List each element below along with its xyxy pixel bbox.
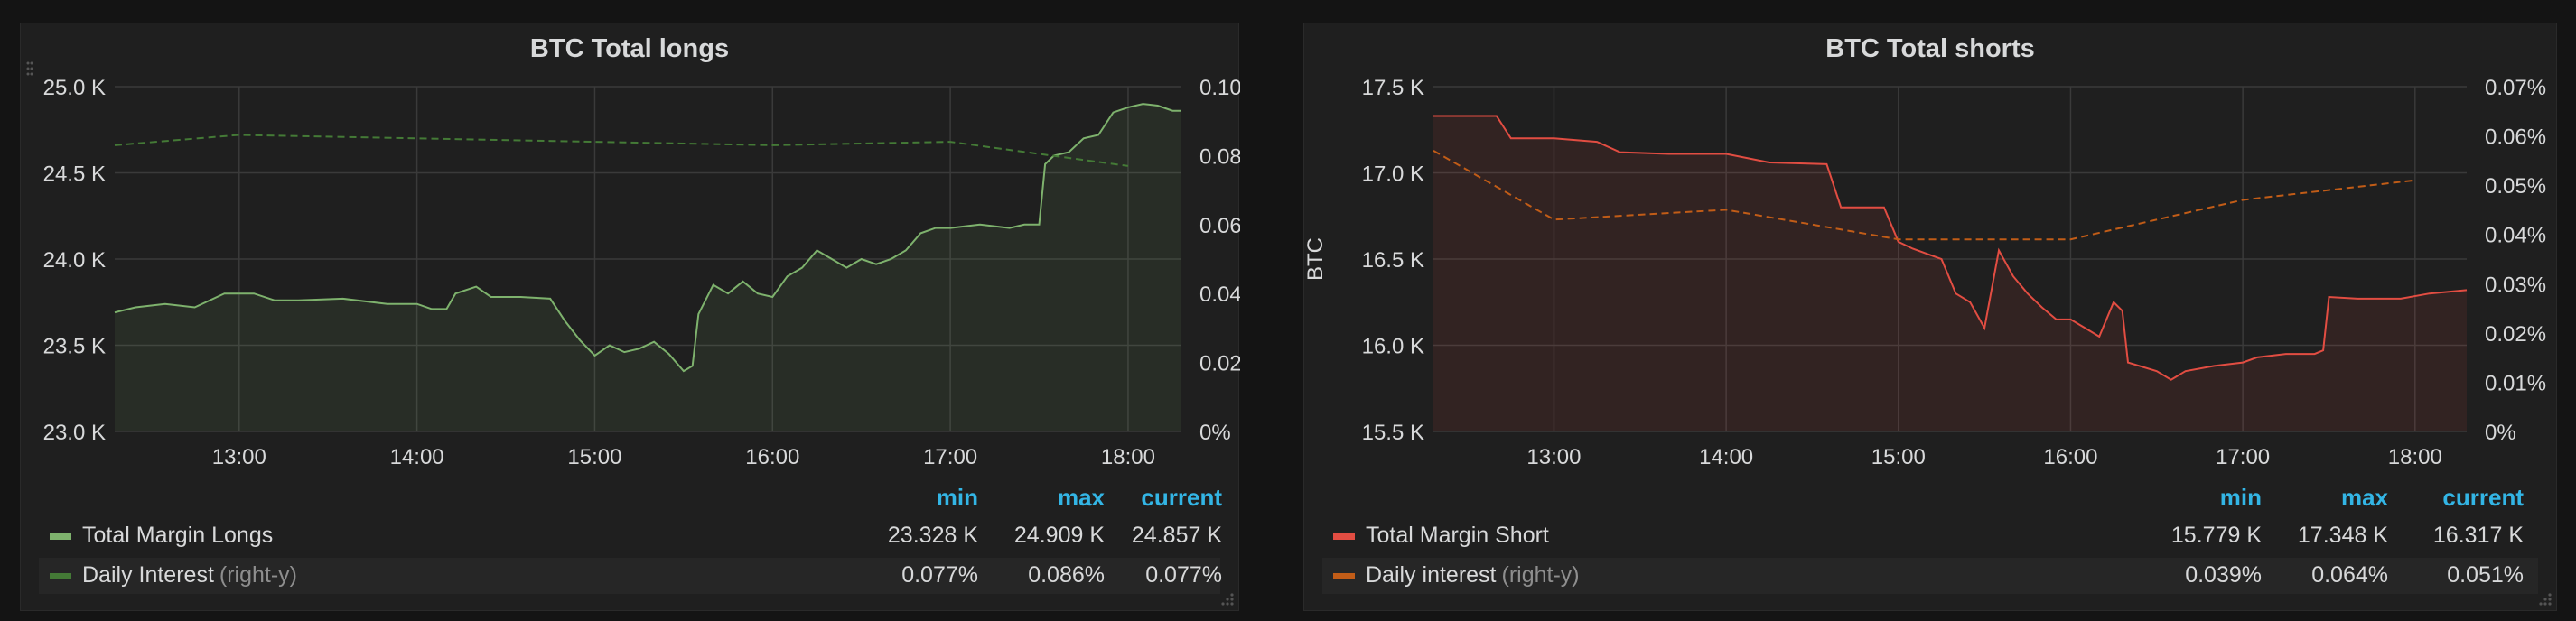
- legend-header-max[interactable]: max: [2340, 484, 2388, 511]
- legend-axis-suffix: (right-y): [1501, 562, 1580, 588]
- x-axis-tick-label: 15:00: [1871, 445, 1926, 469]
- legend-header-max[interactable]: max: [1057, 484, 1105, 511]
- panel-btc-total-longs: BTC Total longs 23.0 K 23.5 K 24.0 K 24.5 K…: [20, 23, 1240, 611]
- legend-value-min: 0.077%: [901, 562, 978, 588]
- x-axis-tick-label: 17:00: [2216, 445, 2270, 469]
- y-axis-right-tick-label: 0.07%: [2485, 76, 2546, 100]
- legend-value-current: 24.857 K: [1131, 523, 1222, 548]
- y-axis-right-tick-label: 0.05%: [2485, 174, 2546, 199]
- legend-series-name: Daily interest: [1366, 562, 1497, 588]
- resize-handle-icon[interactable]: [2536, 590, 2553, 607]
- y-axis-right-tick-label: 0.01%: [2485, 371, 2546, 395]
- panel-title[interactable]: BTC Total shorts: [1825, 34, 2035, 63]
- x-axis-tick-label: 16:00: [745, 445, 799, 469]
- legend-value-min: 15.779 K: [2170, 523, 2262, 548]
- y-axis-left-tick-label: 23.0 K: [43, 421, 106, 445]
- legend-header-min[interactable]: min: [936, 484, 978, 511]
- x-axis-tick-label: 18:00: [2388, 445, 2442, 469]
- y-axis-right-tick-label: 0.03%: [2485, 273, 2546, 297]
- legend-value-current: 16.317 K: [2432, 523, 2524, 548]
- y-axis-left-tick-label: 17.0 K: [1362, 162, 1424, 187]
- y-axis-right-tick-label: 0.06%: [1199, 214, 1240, 238]
- x-axis-tick-label: 14:00: [1699, 445, 1753, 469]
- legend-row-daily-interest[interactable]: Daily interest (right-y) 0.039% 0.064% 0.…: [1322, 558, 2538, 594]
- legend-series-name: Total Margin Longs: [82, 523, 274, 548]
- chart-longs: 23.0 K 23.5 K 24.0 K 24.5 K 25.0 K 0% 0.02% 0.0…: [43, 76, 1240, 469]
- x-axis-tick-label: 13:00: [1526, 445, 1581, 469]
- y-axis-left-tick-label: 16.0 K: [1362, 335, 1424, 359]
- y-axis-right-tick-label: 0.04%: [2485, 224, 2546, 248]
- series-area-total-margin-longs: [115, 104, 1181, 431]
- drag-handle-icon[interactable]: [26, 60, 33, 87]
- y-axis-label: BTC: [1304, 237, 1328, 281]
- legend-value-min: 23.328 K: [887, 523, 978, 548]
- y-axis-left-tick-label: 24.0 K: [43, 248, 106, 273]
- y-axis-left-tick-label: 23.5 K: [43, 335, 106, 359]
- y-axis-right-tick-label: 0%: [1199, 421, 1231, 445]
- legend-color-swatch: [50, 573, 71, 579]
- panel-title[interactable]: BTC Total longs: [529, 34, 730, 63]
- y-axis-right-tick-label: 0.02%: [2485, 322, 2546, 347]
- y-axis-right-tick-label: 0%: [2485, 421, 2516, 445]
- legend-color-swatch: [50, 533, 71, 540]
- y-axis-left-tick-label: 25.0 K: [43, 76, 106, 100]
- x-axis-tick-label: 15:00: [567, 445, 621, 469]
- series-line-total-margin-longs: [114, 103, 1181, 373]
- chart-shorts: 15.5 K 16.0 K 16.5 K 17.0 K 17.5 K 0% 0.01% 0.0…: [1304, 76, 2546, 469]
- legend-value-min: 0.039%: [2185, 562, 2262, 588]
- series-line-total-margin-short: [1433, 115, 2468, 381]
- legend-value-current: 0.077%: [1145, 562, 1222, 588]
- x-axis-tick-label: 16:00: [2043, 445, 2097, 469]
- legend-row-total-margin-longs[interactable]: Total Margin Longs 23.328 K 24.909 K 24.…: [39, 518, 1222, 554]
- legend-series-name: Daily Interest: [82, 562, 214, 588]
- y-axis-left-tick-label: 16.5 K: [1362, 248, 1424, 273]
- y-axis-left-tick-label: 15.5 K: [1362, 421, 1424, 445]
- y-axis-left-tick-label: 17.5 K: [1362, 76, 1424, 100]
- x-axis-tick-label: 17:00: [923, 445, 977, 469]
- series-line-daily-interest: [114, 134, 1129, 167]
- legend-value-max: 0.086%: [1028, 562, 1105, 588]
- y-axis-right-tick-label: 0.08%: [1199, 144, 1240, 169]
- series-line-daily-interest: [1433, 150, 2415, 241]
- legend-header-min[interactable]: min: [2219, 484, 2262, 511]
- y-axis-right-tick-label: 0.04%: [1199, 283, 1240, 307]
- legend-value-max: 24.909 K: [1013, 523, 1105, 548]
- x-axis-tick-label: 13:00: [212, 445, 266, 469]
- legend-row-total-margin-short[interactable]: Total Margin Short 15.779 K 17.348 K 16.…: [1322, 518, 2538, 554]
- legend-series-name: Total Margin Short: [1366, 523, 1549, 548]
- legend-value-max: 0.064%: [2311, 562, 2388, 588]
- legend-row-daily-interest[interactable]: Daily Interest (right-y) 0.077% 0.086% 0.…: [39, 558, 1222, 594]
- y-axis-left-tick-label: 24.5 K: [43, 162, 106, 187]
- y-axis-right-tick-label: 0.06%: [2485, 125, 2546, 150]
- panel-btc-total-shorts: BTC Total shorts 15.5 K 16.0 K 16.5 K 17.0 …: [1303, 23, 2557, 611]
- resize-handle-icon[interactable]: [1218, 590, 1235, 607]
- legend-color-swatch: [1333, 573, 1355, 579]
- legend-header-current[interactable]: current: [2442, 484, 2524, 511]
- series-area-total-margin-short: [1433, 116, 2467, 431]
- legend-header-current[interactable]: current: [1141, 484, 1222, 511]
- legend-value-max: 17.348 K: [2297, 523, 2388, 548]
- y-axis-right-tick-label: 0.10%: [1199, 76, 1240, 100]
- legend-axis-suffix: (right-y): [219, 562, 297, 588]
- legend-value-current: 0.051%: [2447, 562, 2524, 588]
- y-axis-right-tick-label: 0.02%: [1199, 352, 1240, 376]
- legend-color-swatch: [1333, 533, 1355, 540]
- x-axis-tick-label: 14:00: [390, 445, 444, 469]
- x-axis-tick-label: 18:00: [1101, 445, 1155, 469]
